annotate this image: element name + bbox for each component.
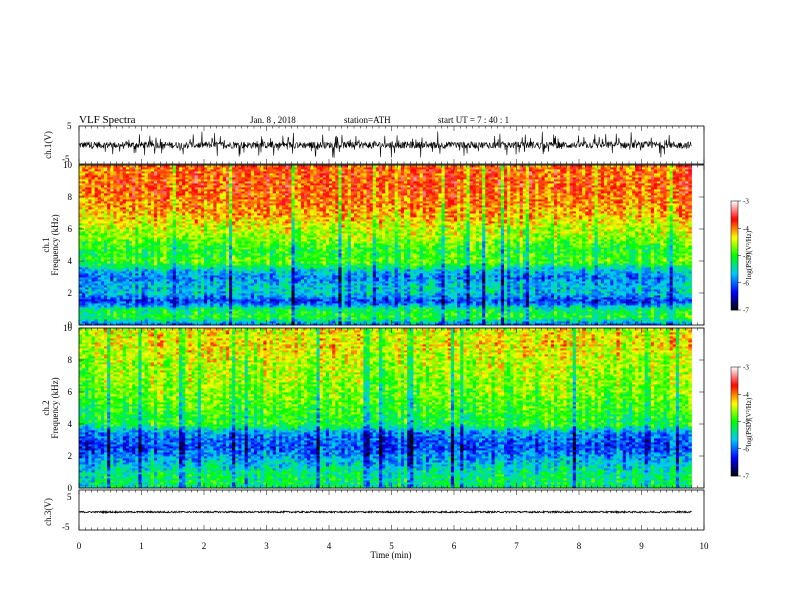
station-label: station=ATH: [344, 115, 391, 125]
figure-title: VLF Spectra: [79, 114, 136, 126]
ch1-waveform-line: [79, 131, 692, 157]
ch1-ylabel: ch.1(V): [43, 131, 53, 159]
start-time-label: start UT = 7 : 40 : 1: [438, 115, 509, 125]
date-label: Jan. 8 , 2018: [250, 115, 296, 125]
ch1-spectrogram-cells: [79, 165, 692, 325]
ch1-ytick-top: 5: [67, 121, 72, 131]
ch1-waveform-panel: 5 -5 ch.1(V): [43, 121, 704, 164]
